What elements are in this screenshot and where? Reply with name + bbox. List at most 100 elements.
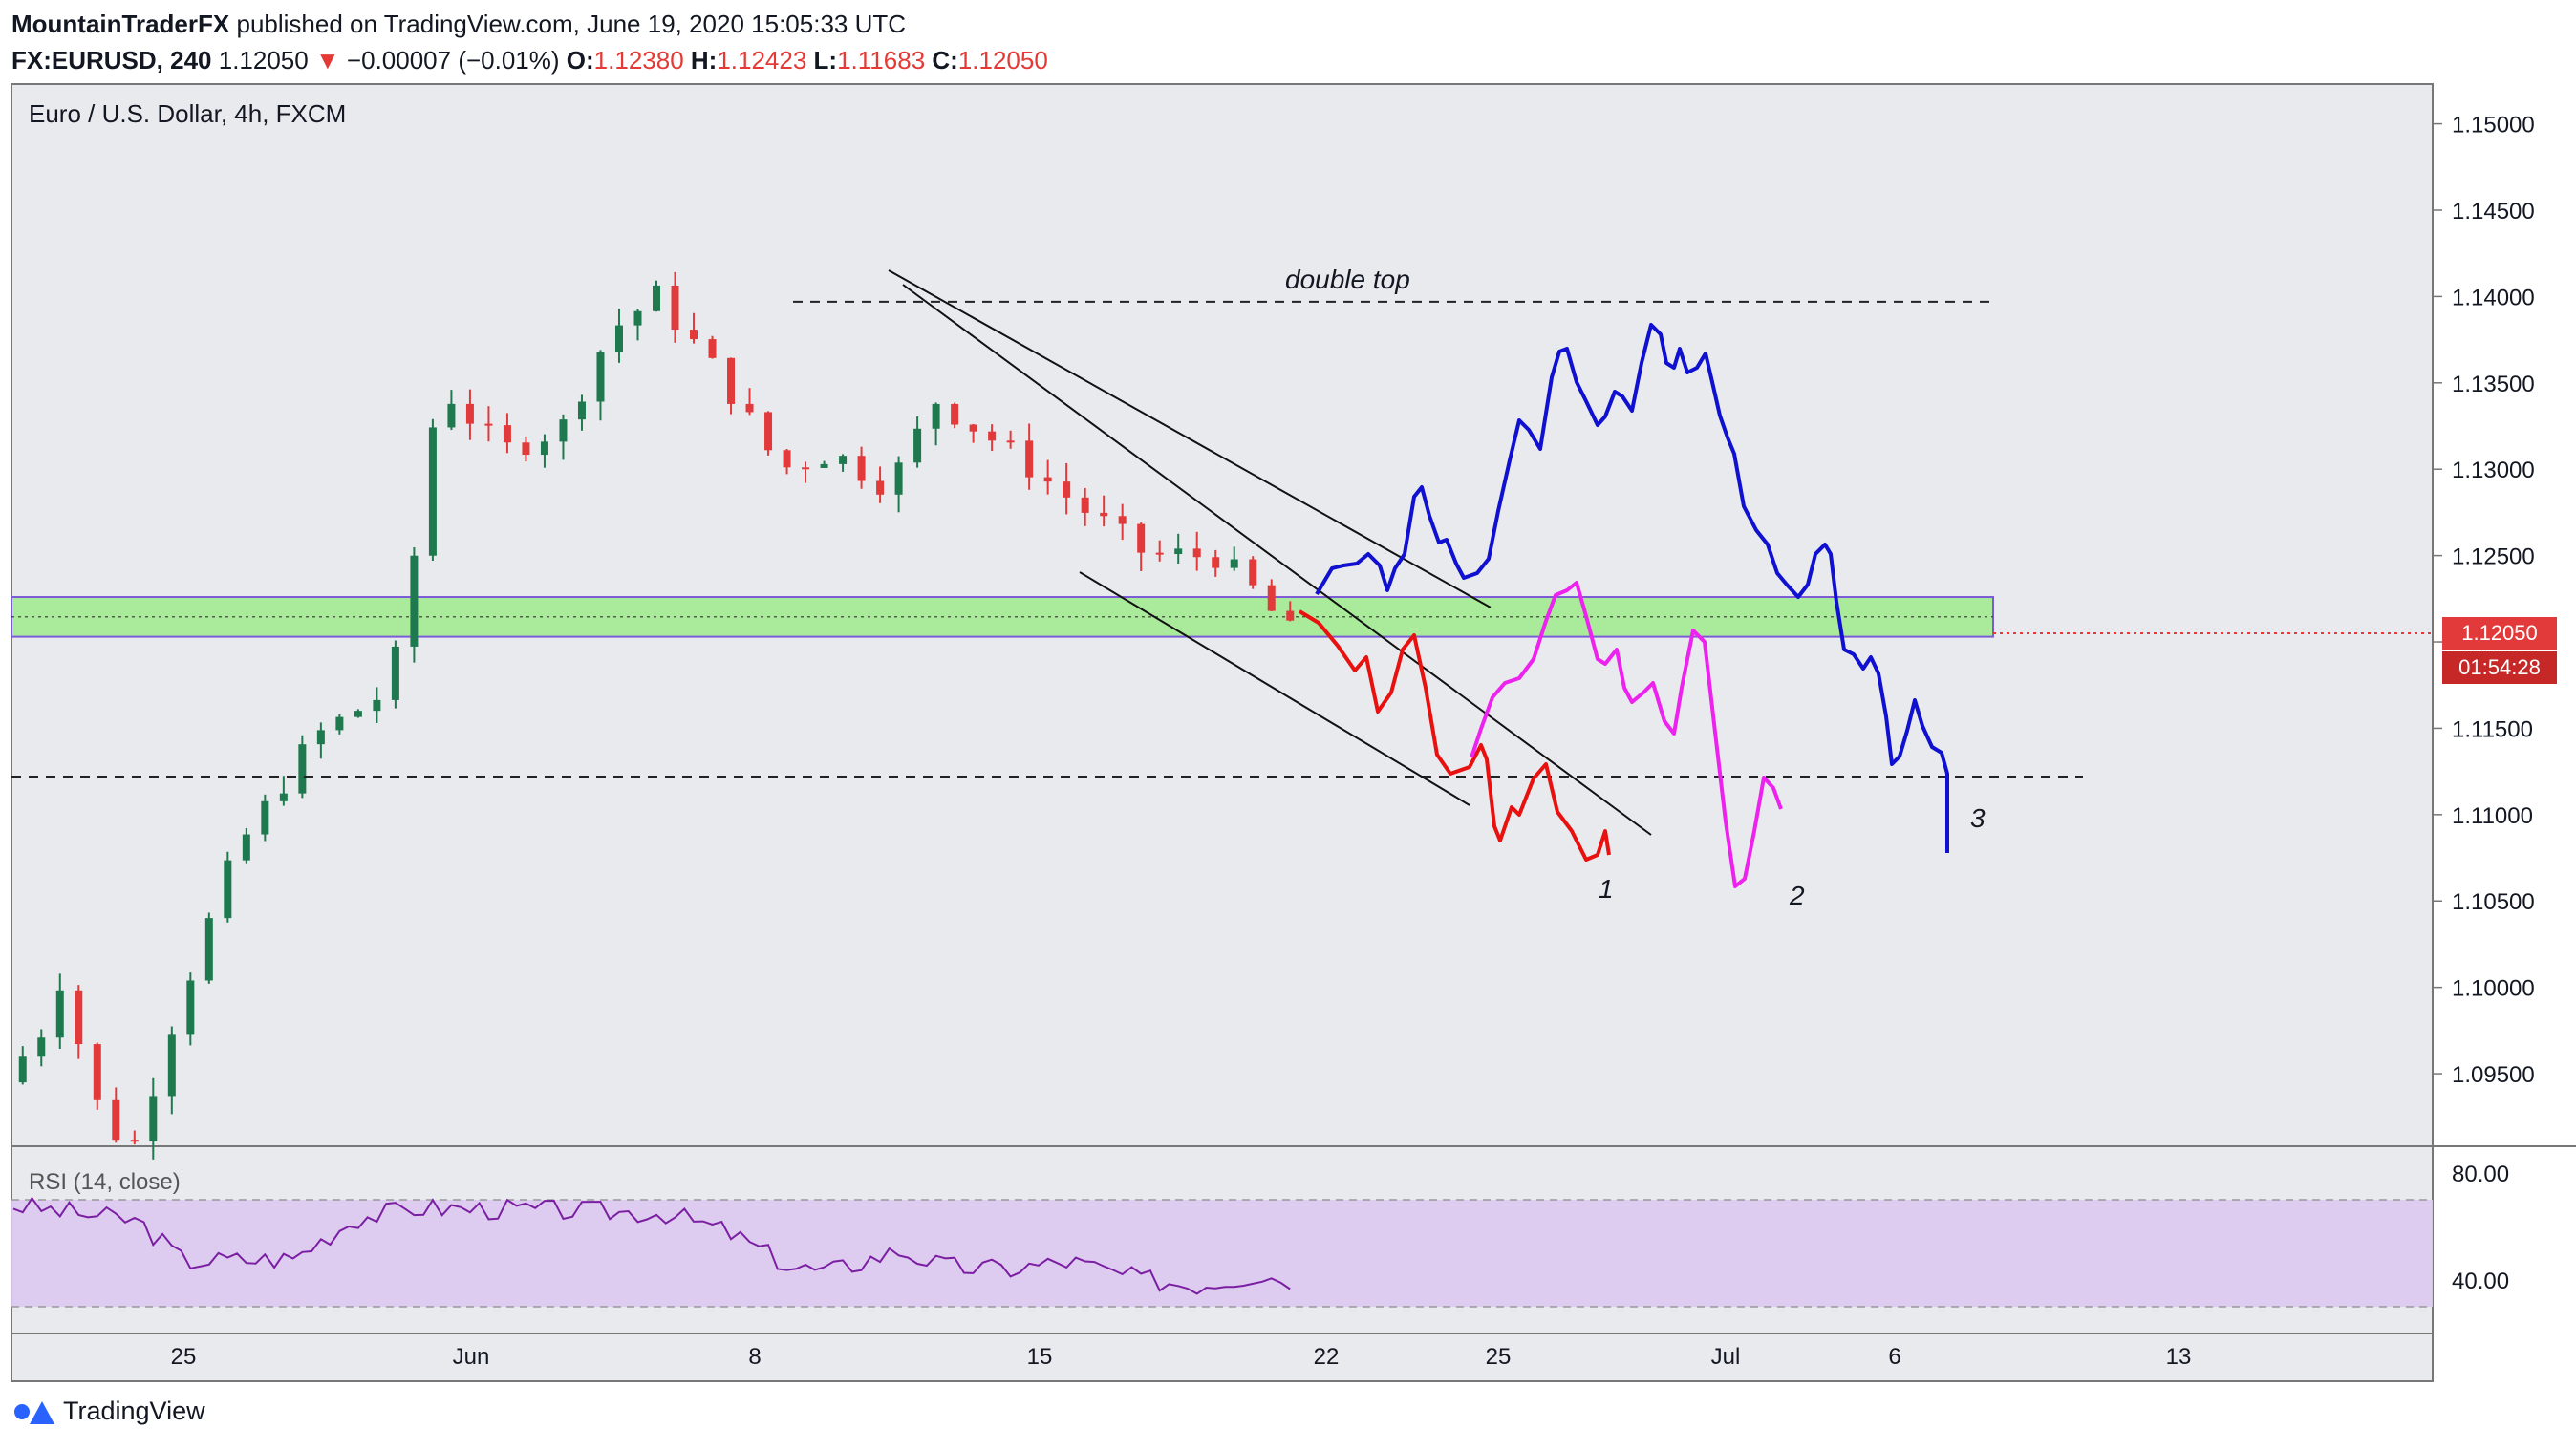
- candle-body: [75, 990, 83, 1045]
- candle-body: [1286, 610, 1295, 621]
- candle-body: [1118, 516, 1127, 524]
- price-tick-label: 1.14500: [2452, 199, 2535, 224]
- candle-body: [690, 330, 698, 340]
- price-tick-label: 1.15000: [2452, 113, 2535, 139]
- candle-body: [503, 425, 511, 443]
- price-tick-label: 1.12500: [2452, 544, 2535, 570]
- candle-body: [484, 423, 493, 426]
- time-tick-label: 25: [171, 1344, 197, 1370]
- candle-body: [708, 339, 717, 358]
- candle-body: [820, 463, 828, 468]
- published-info: published on TradingView.com, June 19, 2…: [236, 10, 907, 38]
- scenario-1-label[interactable]: 1: [1599, 874, 1614, 904]
- price-tick-label: 1.10500: [2452, 889, 2535, 915]
- candle-body: [540, 441, 548, 456]
- candle-body: [130, 1140, 139, 1142]
- candle-body: [1174, 548, 1183, 555]
- price-tick-label: 1.11500: [2452, 716, 2533, 742]
- candle-body: [298, 744, 307, 794]
- candle-body: [224, 860, 232, 919]
- price-axis[interactable]: 1.15000 1.14500 1.14000 1.13500 1.13000 1.125…: [2433, 113, 2535, 1088]
- candle-body: [55, 990, 64, 1038]
- countdown-label: 01:54:28: [2442, 650, 2557, 684]
- chart-frame: [11, 83, 2434, 1382]
- candle-body: [1081, 497, 1089, 513]
- down-arrow-icon: ▼: [314, 46, 340, 75]
- scenario-2-path[interactable]: [1470, 581, 1783, 888]
- time-tick-label: 15: [1027, 1344, 1053, 1370]
- candle-body: [764, 412, 773, 451]
- candle-body: [913, 428, 922, 463]
- candle-body: [167, 1034, 176, 1097]
- close-label: C:: [932, 46, 958, 75]
- price-change: −0.00007 (−0.01%): [346, 46, 560, 75]
- symbol-label[interactable]: FX:EURUSD, 240: [11, 46, 212, 75]
- candle-body: [447, 403, 456, 428]
- chart-title: Euro / U.S. Dollar, 4h, FXCM: [29, 99, 346, 128]
- candle-body: [857, 456, 866, 481]
- candlesticks: [18, 271, 1295, 1160]
- candle-body: [1267, 585, 1276, 611]
- rsi-tick-label: 40.00: [2452, 1269, 2509, 1294]
- tradingview-icon: [14, 1400, 54, 1424]
- price-tick-label: 1.11000: [2452, 803, 2533, 829]
- channel-upper-line[interactable]: [888, 269, 1492, 608]
- candle-body: [354, 711, 362, 717]
- candle-body: [149, 1096, 158, 1141]
- candle-body: [1137, 523, 1146, 553]
- low-value: 1.11683: [837, 46, 926, 75]
- candle-body: [876, 480, 885, 495]
- publisher-name[interactable]: MountainTraderFX: [11, 10, 230, 38]
- candle-body: [951, 403, 959, 425]
- candle-body: [1212, 557, 1220, 568]
- candle-body: [1063, 481, 1071, 498]
- candle-body: [727, 357, 736, 404]
- channel-lower-line[interactable]: [1079, 571, 1470, 806]
- price-tick-label: 1.10000: [2452, 976, 2535, 1002]
- price-tick-label: 1.13500: [2452, 372, 2535, 397]
- price-tick-label: 1.14000: [2452, 285, 2535, 310]
- candle-body: [261, 800, 269, 835]
- scenario-2-label[interactable]: 2: [1789, 881, 1805, 910]
- high-value: 1.12423: [717, 46, 807, 75]
- candle-body: [428, 427, 437, 556]
- candle-body: [93, 1044, 101, 1100]
- candle-body: [1025, 440, 1034, 478]
- scenario-3-label[interactable]: 3: [1970, 803, 1986, 833]
- double-top-annotation[interactable]: double top: [1285, 265, 1410, 294]
- time-axis[interactable]: 25 Jun 8 15 22 25 Jul 6 13: [171, 1344, 2192, 1370]
- channel-middle-line[interactable]: [902, 284, 1652, 836]
- candle-body: [1249, 559, 1257, 586]
- open-value: 1.12380: [593, 46, 684, 75]
- candle-body: [932, 403, 940, 429]
- time-tick-label: 6: [1888, 1344, 1900, 1370]
- candle-body: [745, 403, 754, 413]
- high-label: H:: [690, 46, 718, 75]
- candle-body: [653, 285, 660, 311]
- candle-body: [410, 555, 419, 647]
- time-tick-label: 25: [1486, 1344, 1512, 1370]
- rsi-title: RSI (14, close): [29, 1169, 181, 1195]
- candle-body: [894, 462, 903, 495]
- candle-body: [633, 310, 642, 326]
- candle-body: [839, 456, 848, 464]
- candle-body: [596, 352, 605, 402]
- price-tick-label: 1.13000: [2452, 458, 2535, 483]
- close-value: 1.12050: [957, 46, 1048, 75]
- scenario-3-path[interactable]: [1315, 323, 1949, 853]
- scenario-1-path[interactable]: [1298, 609, 1611, 862]
- candle-body: [614, 325, 623, 352]
- candle-body: [522, 442, 530, 456]
- candle-body: [242, 834, 250, 861]
- tradingview-logo[interactable]: TradingView: [13, 1397, 205, 1426]
- time-tick-label: 13: [2166, 1344, 2192, 1370]
- candle-body: [465, 403, 474, 424]
- current-price-label: 1.12050: [2442, 616, 2557, 650]
- rsi-line: [12, 1196, 1291, 1295]
- candle-body: [988, 431, 997, 441]
- candle-body: [577, 401, 586, 420]
- price-tick-label: 1.09500: [2452, 1062, 2535, 1088]
- candle-body: [37, 1037, 46, 1057]
- candle-body: [373, 699, 381, 712]
